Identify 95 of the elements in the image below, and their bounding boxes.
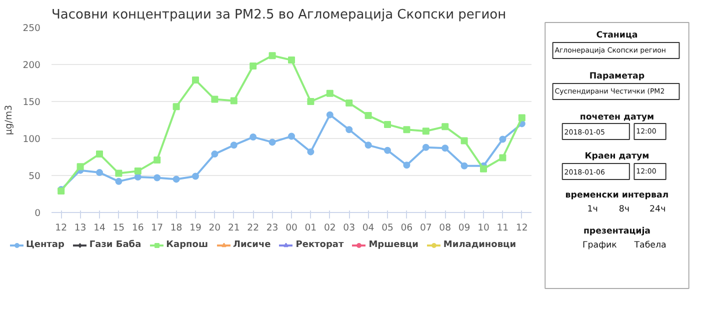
x-tick-label: 10 xyxy=(478,222,490,234)
point xyxy=(422,144,430,151)
point xyxy=(154,174,161,182)
point xyxy=(134,168,142,175)
text: График xyxy=(582,240,617,250)
text: Табела xyxy=(633,240,666,250)
x-tick-label: 09 xyxy=(458,222,470,234)
point xyxy=(403,162,410,169)
legend-label: Мршевци xyxy=(368,240,418,250)
x-tick-label: 20 xyxy=(208,222,221,234)
y-tick-label: 250 xyxy=(22,23,41,34)
text: временски интервал xyxy=(565,190,669,200)
point xyxy=(172,176,180,183)
text: Станица xyxy=(596,30,638,40)
legend-label: Карпош xyxy=(166,240,208,250)
x-tick-label: 00 xyxy=(286,222,298,234)
x-tick-label: 14 xyxy=(94,222,106,234)
point xyxy=(460,162,468,170)
x-tick-label: 22 xyxy=(247,222,260,234)
x-tick-label: 23 xyxy=(266,222,278,234)
point xyxy=(480,165,487,172)
point xyxy=(230,142,238,149)
point xyxy=(346,126,353,134)
x-tick-label: 15 xyxy=(112,222,125,234)
point xyxy=(250,134,257,141)
point xyxy=(268,52,276,60)
y-tick-label: 150 xyxy=(22,97,41,108)
y-tick-label: 0 xyxy=(34,208,41,219)
x-tick-label: 18 xyxy=(170,222,182,234)
point xyxy=(326,111,334,118)
point xyxy=(288,132,295,140)
text: 1ч xyxy=(587,204,598,214)
point xyxy=(230,97,238,104)
point xyxy=(442,123,449,130)
x-tick-label: 05 xyxy=(382,222,394,234)
legend-label: Гази Баба xyxy=(89,240,142,250)
y-tick-label: 50 xyxy=(28,171,41,182)
legend-label: Миладиновци xyxy=(443,240,516,250)
text: Параметар xyxy=(589,72,645,82)
point xyxy=(96,150,103,158)
point xyxy=(460,137,468,144)
chart-title: Часовни концентрации за PM2.5 во Агломерација Скопски регион xyxy=(52,8,506,22)
text: 8ч xyxy=(618,204,630,214)
point xyxy=(499,136,506,143)
point xyxy=(346,99,353,106)
text: Краен датум xyxy=(584,152,650,162)
x-tick-label: 16 xyxy=(132,222,144,234)
x-tick-label: 06 xyxy=(400,222,413,234)
point xyxy=(192,172,199,180)
point xyxy=(96,169,103,176)
y-axis-title: µg/m3 xyxy=(4,104,15,136)
x-tick-label: 21 xyxy=(228,222,240,234)
x-tick-label: 17 xyxy=(151,222,164,234)
legend-label: Центар xyxy=(26,240,64,250)
point xyxy=(307,148,314,156)
x-tick-label: 12 xyxy=(55,222,68,234)
point xyxy=(384,120,391,128)
point xyxy=(154,156,161,164)
point xyxy=(384,146,391,154)
x-tick-label: 08 xyxy=(439,222,452,234)
x-tick-label: 11 xyxy=(496,222,509,234)
point xyxy=(211,96,218,103)
point xyxy=(422,128,430,135)
point xyxy=(115,178,122,185)
legend-label: Лисиче xyxy=(233,240,271,250)
point xyxy=(76,163,84,170)
point xyxy=(403,126,410,134)
x-tick-label: 01 xyxy=(304,222,317,234)
point xyxy=(192,76,199,84)
point xyxy=(326,90,334,97)
legend-label: Ректорат xyxy=(296,240,344,250)
x-tick-label: 19 xyxy=(190,222,202,234)
text: почетен датум xyxy=(580,112,654,122)
x-tick-label: 04 xyxy=(362,222,374,234)
point xyxy=(499,154,506,162)
text: 24ч xyxy=(650,204,666,214)
x-tick-label: 12 xyxy=(516,222,528,234)
y-tick-label: 200 xyxy=(22,60,41,71)
text: презентација xyxy=(583,226,651,236)
x-tick-label: 02 xyxy=(324,222,336,234)
point xyxy=(172,103,180,110)
point xyxy=(288,56,295,64)
point xyxy=(518,114,526,122)
point xyxy=(268,138,276,146)
point xyxy=(115,170,122,177)
y-tick-label: 100 xyxy=(22,134,41,145)
point xyxy=(307,98,314,105)
x-tick-label: 13 xyxy=(74,222,86,234)
point xyxy=(364,112,372,120)
x-tick-label: 03 xyxy=(343,222,356,234)
point xyxy=(211,150,218,158)
x-tick-label: 07 xyxy=(420,222,432,234)
point xyxy=(364,142,372,149)
point xyxy=(442,144,449,152)
point xyxy=(250,62,257,70)
